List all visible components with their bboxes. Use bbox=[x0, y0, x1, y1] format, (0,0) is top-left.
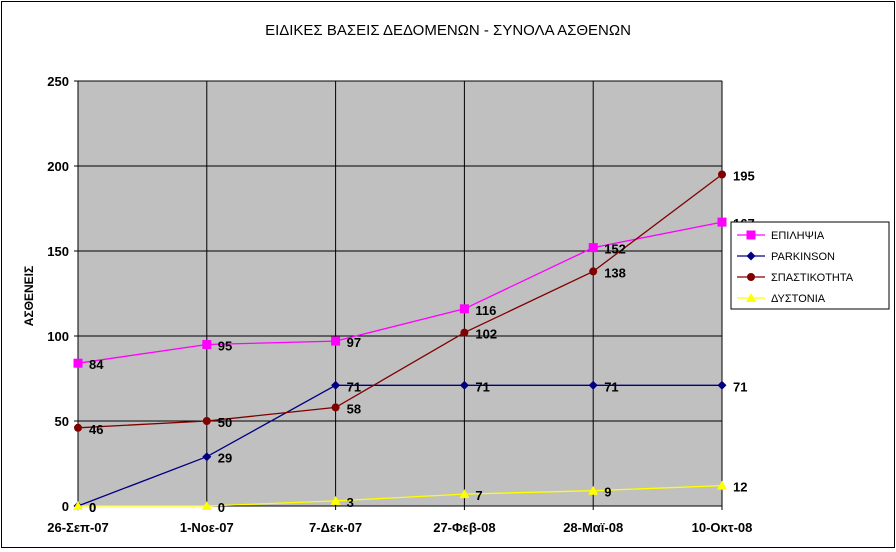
y-tick-label: 100 bbox=[47, 329, 69, 344]
plot-area: 0 50 100 150 200 250 26-Σεπ-07 1-Νοε-07 7-Δεκ-07… bbox=[47, 74, 754, 535]
data-label: 195 bbox=[733, 169, 755, 184]
data-label: 84 bbox=[89, 357, 104, 372]
data-point bbox=[717, 217, 727, 227]
data-label: 29 bbox=[218, 451, 232, 466]
chart-title: ΕΙΔΙΚΕΣ ΒΑΣΕΙΣ ΔΕΔΟΜΕΝΩΝ - ΣΥΝΟΛΑ ΑΣΘΕΝΩ… bbox=[265, 22, 631, 39]
x-tick-label: 1-Νοε-07 bbox=[180, 520, 234, 535]
data-label: 7 bbox=[475, 488, 482, 503]
data-point bbox=[202, 340, 212, 349]
data-point bbox=[588, 485, 599, 495]
data-point bbox=[589, 267, 598, 276]
x-tick-label: 26-Σεπ-07 bbox=[47, 520, 109, 535]
data-label: 12 bbox=[733, 480, 747, 495]
y-axis-label: ΑΣΘΕΝΕΙΣ bbox=[22, 266, 36, 326]
data-label: 0 bbox=[89, 500, 96, 515]
legend-entry: ΕΠΙΛΗΨΙΑ bbox=[771, 230, 825, 242]
legend-marker bbox=[746, 230, 756, 240]
y-tick-label: 200 bbox=[47, 159, 69, 174]
data-label: 71 bbox=[604, 379, 618, 394]
data-point bbox=[459, 304, 469, 314]
y-tick-label: 0 bbox=[62, 499, 69, 514]
legend-entry: PARKINSON bbox=[771, 251, 835, 263]
data-point bbox=[588, 243, 598, 253]
plot-background bbox=[77, 80, 723, 507]
data-label: 3 bbox=[347, 495, 354, 510]
data-point bbox=[331, 380, 341, 390]
data-label: 50 bbox=[218, 415, 232, 430]
data-point bbox=[459, 489, 470, 499]
legend-entry: ΔΥΣΤΟΝΙΑ bbox=[771, 293, 826, 305]
legend: ΕΠΙΛΗΨΙΑ PARKINSON ΣΠΑΣΤΙΚΟΤΗΤΑ ΔΥΣΤΟΝΙΑ bbox=[730, 221, 890, 310]
data-point bbox=[459, 380, 469, 390]
data-label: 71 bbox=[475, 379, 489, 394]
data-label: 116 bbox=[475, 303, 496, 318]
data-point bbox=[73, 358, 83, 368]
data-label: 95 bbox=[218, 339, 232, 354]
data-label: 9 bbox=[604, 485, 611, 500]
x-tick-label: 7-Δεκ-07 bbox=[309, 520, 362, 535]
series-line-1 bbox=[77, 221, 723, 364]
legend-box bbox=[730, 221, 890, 310]
legend-marker bbox=[747, 273, 755, 281]
legend-marker bbox=[746, 293, 756, 302]
series-line-4 bbox=[78, 484, 723, 507]
data-point bbox=[330, 495, 341, 505]
legend-entry: ΣΠΑΣΤΙΚΟΤΗΤΑ bbox=[771, 272, 854, 284]
data-point bbox=[73, 501, 83, 510]
data-point bbox=[717, 380, 727, 390]
series-line-3 bbox=[77, 173, 723, 429]
y-tick-label: 150 bbox=[47, 244, 69, 259]
y-tick-label: 250 bbox=[47, 74, 69, 89]
data-point bbox=[460, 328, 469, 337]
data-point bbox=[74, 423, 82, 432]
data-label: 0 bbox=[218, 500, 225, 515]
data-point bbox=[202, 452, 212, 462]
data-point bbox=[718, 170, 726, 179]
data-label: 71 bbox=[347, 379, 361, 394]
data-point bbox=[588, 380, 598, 390]
data-label: 97 bbox=[347, 335, 361, 350]
data-label: 58 bbox=[347, 401, 361, 416]
data-point bbox=[201, 501, 212, 510]
data-point bbox=[202, 417, 211, 425]
data-point bbox=[331, 403, 340, 412]
data-label: 152 bbox=[604, 242, 626, 257]
data-label: 0 bbox=[89, 500, 96, 515]
x-tick-label: 28-Μαϊ-08 bbox=[563, 520, 623, 535]
legend-marker bbox=[746, 251, 756, 261]
x-tick-label: 27-Φεβ-08 bbox=[433, 520, 495, 535]
data-label: 46 bbox=[89, 422, 103, 437]
y-tick-label: 50 bbox=[55, 414, 69, 429]
series-line-2 bbox=[77, 384, 722, 507]
x-tick-label: 10-Οκτ-08 bbox=[692, 520, 753, 535]
data-point bbox=[331, 336, 341, 346]
data-point bbox=[717, 480, 727, 490]
data-label: 71 bbox=[733, 379, 747, 394]
data-label: 102 bbox=[475, 327, 497, 342]
data-label: 138 bbox=[604, 265, 626, 280]
